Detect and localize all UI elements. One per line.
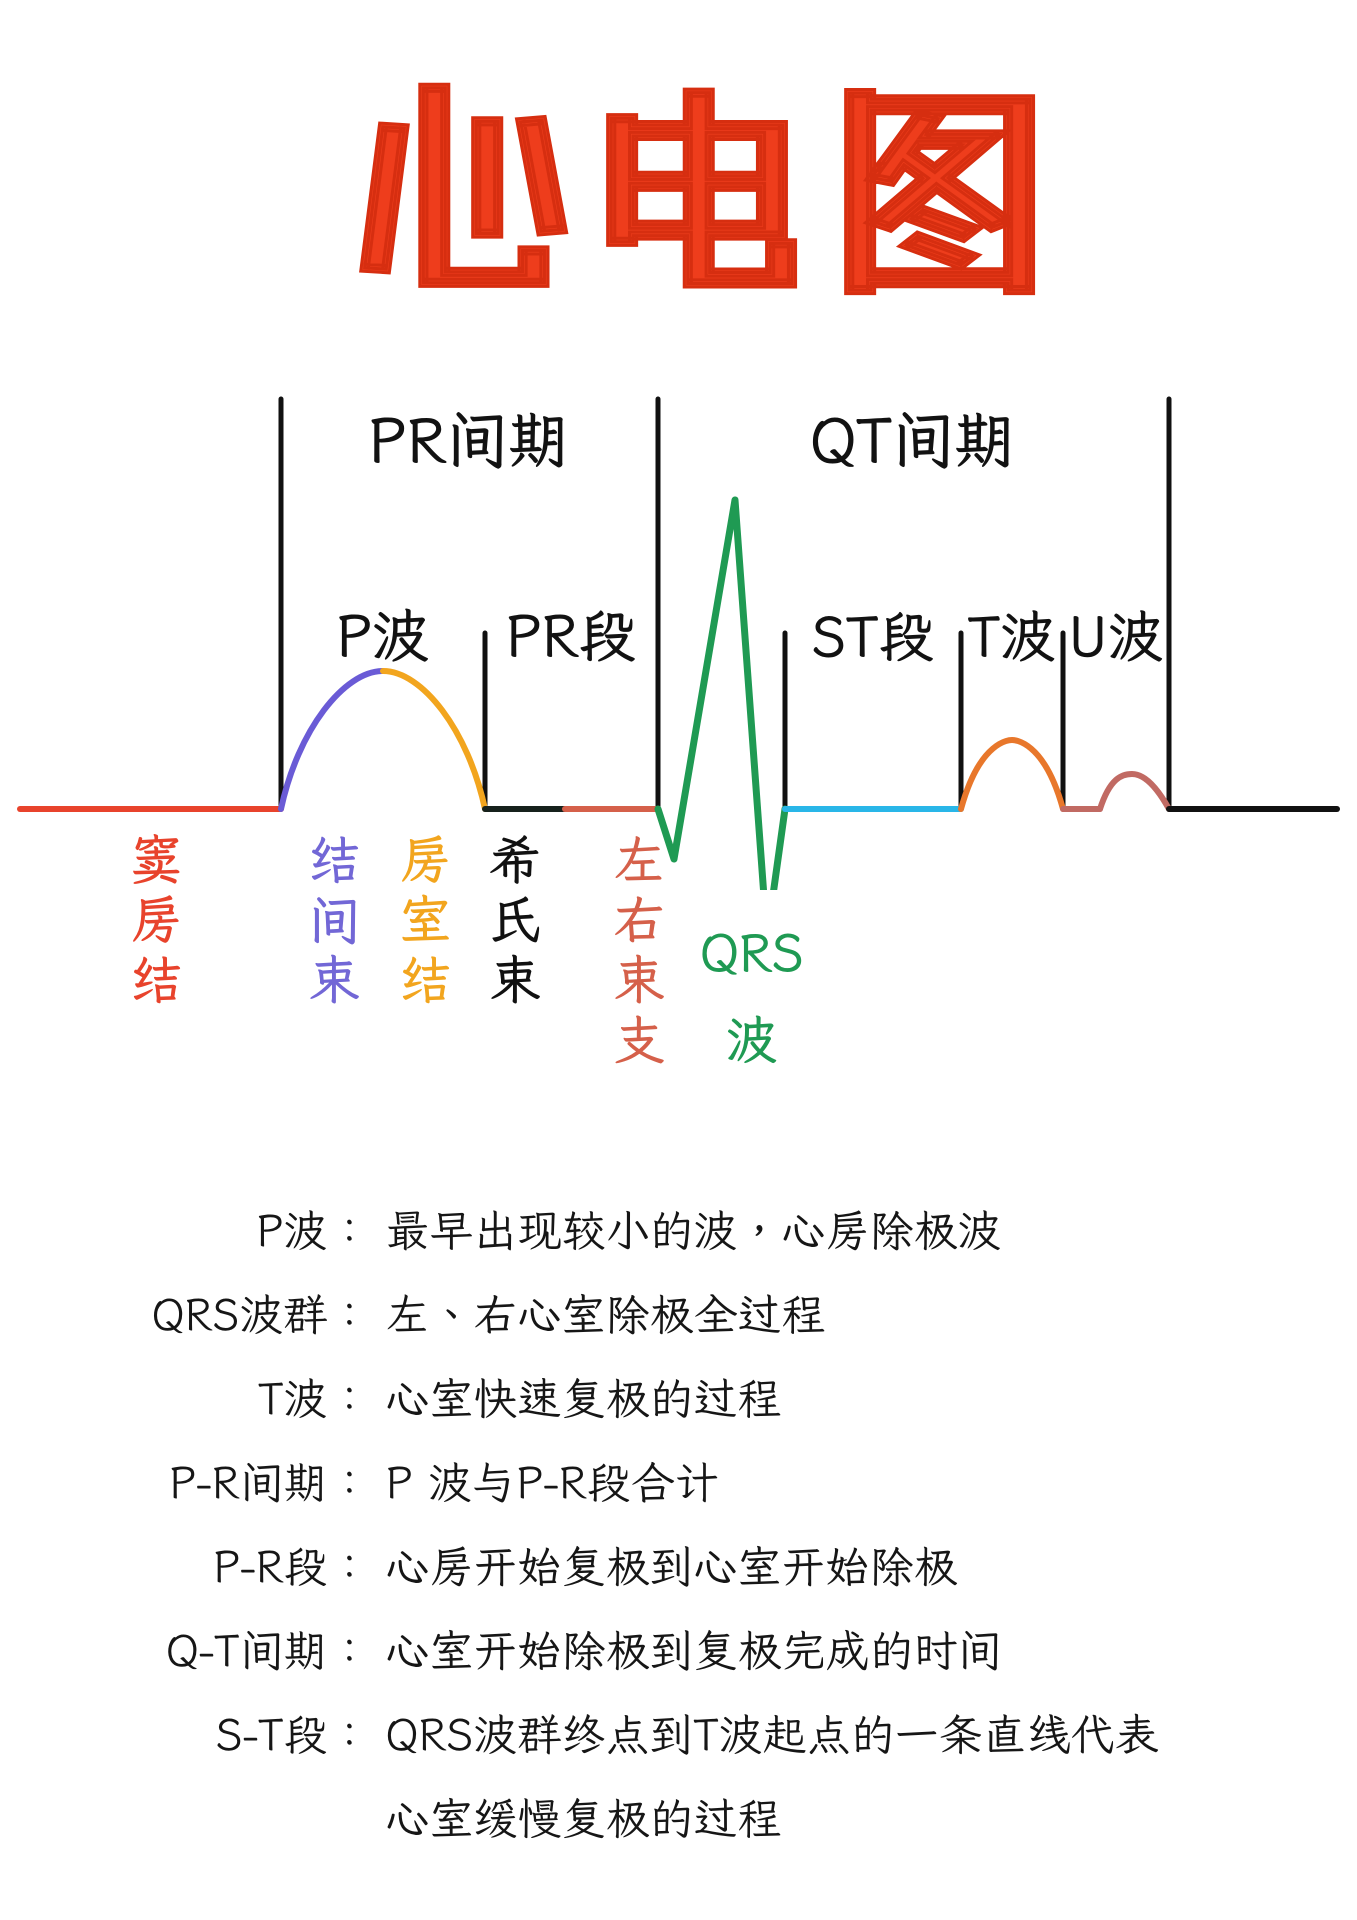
svg-text:P波: P波 (336, 596, 430, 673)
svg-text:PR间期: PR间期 (368, 398, 570, 480)
svg-text:U波: U波 (1068, 598, 1164, 672)
svg-text:T波: T波 (968, 598, 1056, 672)
svg-text:PR段: PR段 (506, 596, 637, 673)
svg-text:QT间期: QT间期 (810, 398, 1016, 480)
svg-text:ST段: ST段 (812, 598, 935, 672)
